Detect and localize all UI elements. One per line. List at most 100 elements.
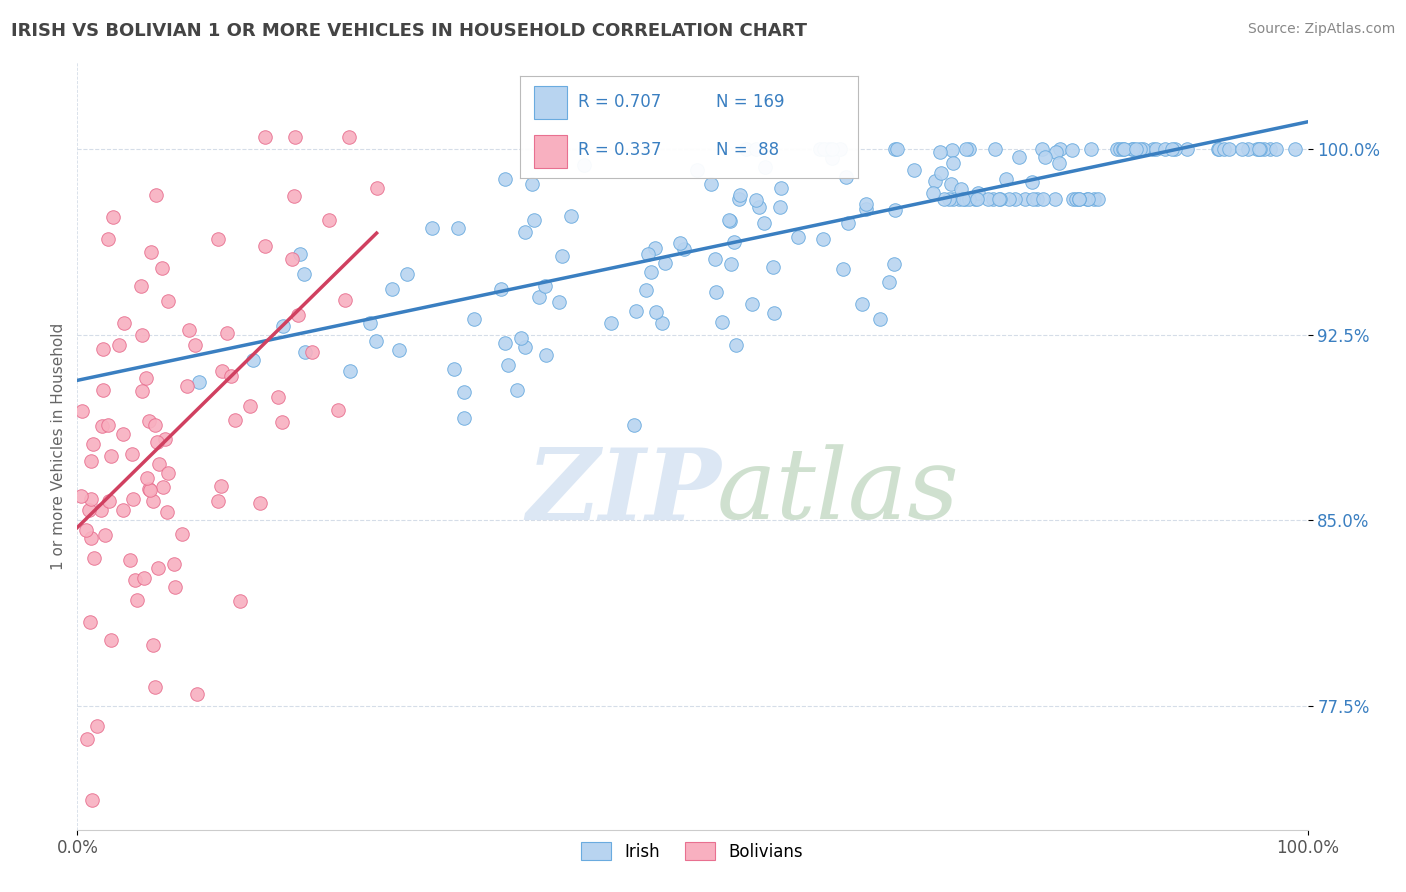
Point [728,187,751,202]
Point [1032,192,1054,206]
Point [294,344,316,359]
Point [112,426,135,441]
Point [152,480,174,494]
Point [506,383,529,397]
Point [942,192,965,206]
Point [725,338,748,352]
Point [69,489,91,503]
Point [703,252,725,266]
Point [821,152,844,166]
Point [254,129,277,144]
Point [271,318,294,333]
Point [883,257,905,271]
Point [366,180,388,194]
Point [718,212,741,227]
Point [155,432,177,446]
Point [108,338,131,352]
Point [884,203,907,218]
Point [131,384,153,398]
Point [988,192,1011,206]
Point [560,209,582,223]
Point [957,142,980,156]
Point [75,523,97,537]
Point [176,379,198,393]
Point [1076,192,1098,206]
Point [80,491,103,506]
Point [112,316,135,330]
Text: N = 169: N = 169 [716,94,785,112]
Point [148,458,170,472]
Point [103,211,125,225]
Point [981,192,1004,206]
Point [1083,192,1105,206]
Point [1077,192,1099,206]
Point [599,317,621,331]
Text: IRISH VS BOLIVIAN 1 OR MORE VEHICLES IN HOUSEHOLD CORRELATION CHART: IRISH VS BOLIVIAN 1 OR MORE VEHICLES IN … [11,22,807,40]
Point [124,574,146,588]
Point [748,200,770,214]
Point [640,264,662,278]
Point [364,334,387,348]
Point [711,315,734,329]
Point [1004,192,1026,206]
Point [145,681,167,695]
Point [685,163,707,178]
Legend: Irish, Bolivians: Irish, Bolivians [575,835,810,867]
Point [834,170,856,185]
Point [496,358,519,372]
Point [672,242,695,256]
Text: N =  88: N = 88 [716,141,779,159]
Point [381,281,404,295]
Point [121,447,143,461]
Point [510,331,533,345]
Point [76,732,98,747]
Point [242,352,264,367]
Point [921,186,943,200]
Point [1213,142,1236,156]
Point [536,348,558,362]
Point [966,192,988,206]
Point [1153,142,1175,156]
Point [813,142,835,156]
Point [967,186,990,200]
Point [339,364,361,378]
Point [837,216,859,230]
Point [548,294,571,309]
Point [98,494,121,508]
Point [446,220,468,235]
Point [91,342,114,356]
Point [489,282,512,296]
Point [769,200,792,214]
Point [1049,142,1071,156]
Point [156,505,179,519]
Point [1218,142,1240,156]
Point [150,261,173,276]
Point [623,418,645,433]
Point [79,503,101,517]
Point [127,592,149,607]
Point [100,449,122,463]
Point [752,216,775,230]
Point [1142,142,1164,156]
Text: atlas: atlas [717,444,960,540]
Point [513,225,536,239]
Point [93,528,115,542]
Point [1021,175,1043,189]
Point [142,638,165,652]
Point [301,345,323,359]
Bar [534,136,568,168]
Point [886,142,908,156]
Point [745,142,768,156]
Point [443,361,465,376]
Point [700,177,723,191]
Point [669,236,692,251]
Point [720,256,742,270]
Point [963,192,986,206]
Point [818,142,841,156]
Point [523,212,546,227]
Point [931,166,953,180]
Point [1208,142,1230,156]
Point [830,142,852,156]
Point [396,268,419,282]
Point [948,192,970,206]
